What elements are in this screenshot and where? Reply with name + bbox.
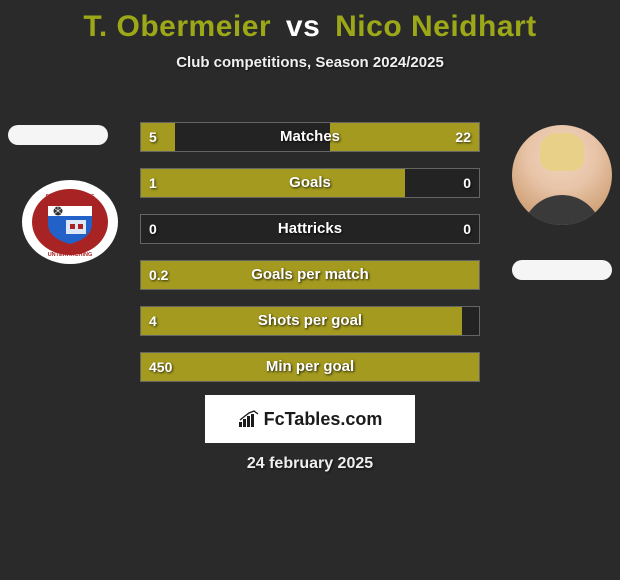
title-player-left: T. Obermeier [83,10,271,43]
bar-value-left: 4 [141,307,165,335]
bar-label: Hattricks [141,215,479,243]
stat-bar-row: Hattricks0 0 [140,214,480,244]
stat-bar-row: Min per goal450 [140,352,480,382]
bar-value-right: 22 [447,123,479,151]
bar-value-left: 5 [141,123,165,151]
player-left-avatar-placeholder [8,125,108,145]
player-right-avatar [512,125,612,225]
bar-label: Matches [141,123,479,151]
bar-value-left: 0 [141,215,165,243]
club-badge-left: SPIELVEREINIGUNG UNTERHACHING [20,180,120,265]
player-right-avatar-placeholder [512,260,612,280]
bar-value-left: 1 [141,169,165,197]
svg-text:SPIELVEREINIGUNG: SPIELVEREINIGUNG [45,194,94,200]
stat-bar-row: Goals per match0.2 [140,260,480,290]
footer-logo: FcTables.com [205,395,415,443]
bar-label: Goals per match [141,261,479,289]
stat-bar-row: Matches5 22 [140,122,480,152]
bar-value-left: 450 [141,353,180,381]
chart-icon [238,410,260,428]
title-vs: vs [286,10,320,43]
footer-date: 24 february 2025 [0,455,620,473]
subtitle: Club competitions, Season 2024/2025 [0,54,620,71]
stat-bar-row: Goals1 0 [140,168,480,198]
bar-value-right: 0 [455,169,479,197]
footer-logo-text: FcTables.com [264,409,383,430]
bar-label: Goals [141,169,479,197]
bar-label: Shots per goal [141,307,479,335]
svg-text:UNTERHACHING: UNTERHACHING [48,252,93,258]
stat-bar-row: Shots per goal4 [140,306,480,336]
title-player-right: Nico Neidhart [335,10,537,43]
bar-value-left: 0.2 [141,261,176,289]
bar-label: Min per goal [141,353,479,381]
comparison-bars: Matches522Goals10Hattricks00Goals per ma… [140,122,480,398]
bar-value-right: 0 [455,215,479,243]
page-title: T. Obermeier vs Nico Neidhart [0,0,620,44]
